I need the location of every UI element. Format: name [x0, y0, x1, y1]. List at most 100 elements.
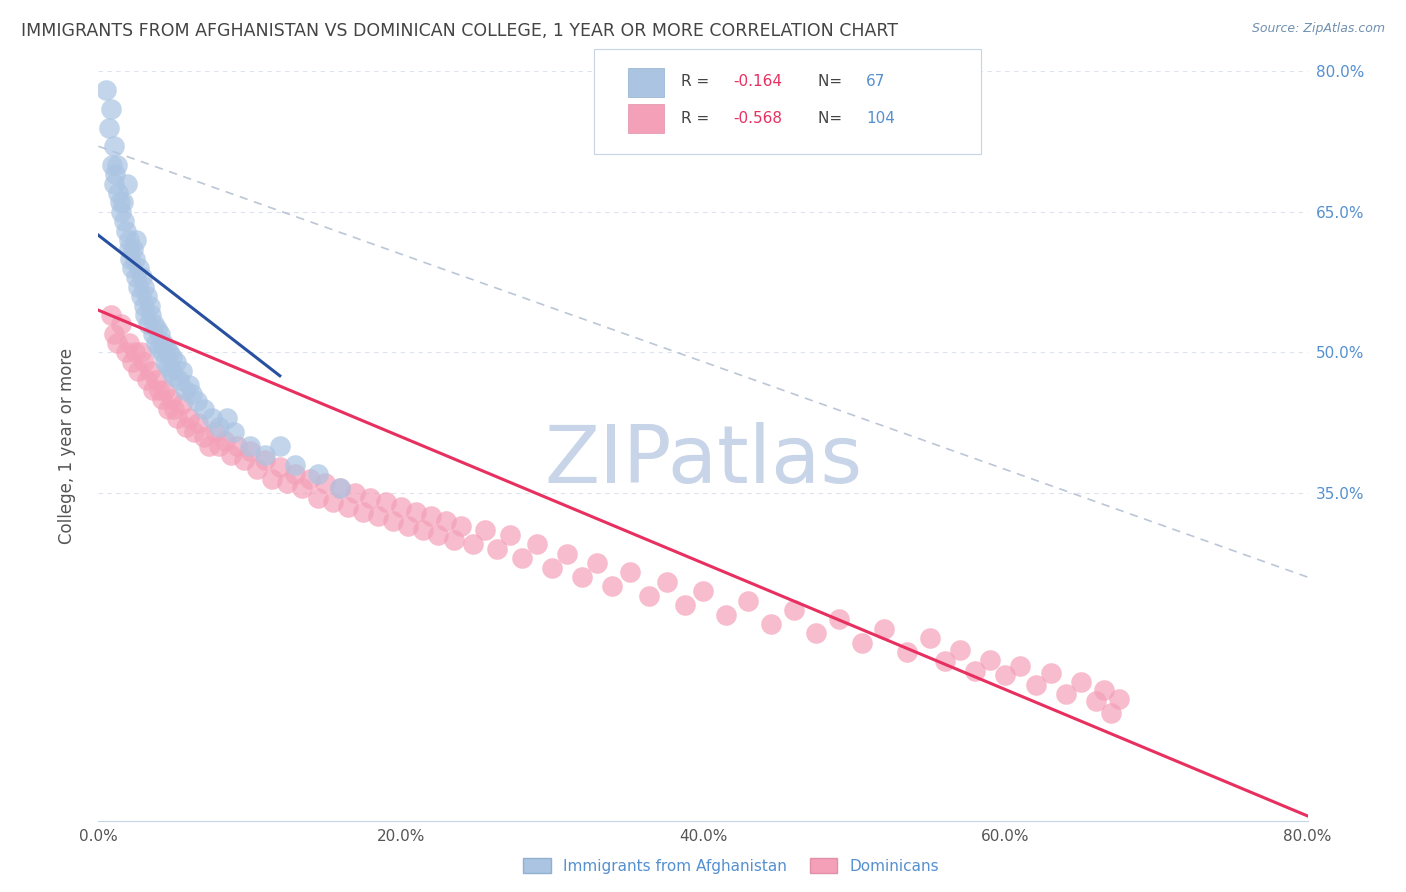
- Point: [450, 518, 472, 533]
- FancyBboxPatch shape: [595, 49, 981, 153]
- Point: [132, 280, 155, 294]
- Point: [129, 345, 152, 359]
- Point: [186, 394, 208, 409]
- Point: [526, 537, 548, 551]
- Point: [127, 364, 149, 378]
- Point: [486, 542, 509, 557]
- Point: [149, 326, 172, 341]
- Point: [103, 177, 125, 191]
- Point: [156, 401, 179, 416]
- Point: [965, 664, 987, 678]
- Point: [153, 355, 176, 369]
- Point: [896, 645, 918, 659]
- Point: [322, 495, 344, 509]
- Point: [284, 467, 307, 482]
- Point: [163, 368, 186, 383]
- Point: [360, 491, 382, 505]
- Point: [118, 233, 141, 247]
- Point: [420, 509, 443, 524]
- Point: [714, 607, 737, 622]
- Point: [619, 566, 641, 580]
- Point: [129, 289, 152, 303]
- Point: [540, 561, 562, 575]
- Point: [934, 655, 956, 669]
- Point: [94, 83, 117, 97]
- Point: [1010, 659, 1032, 673]
- Point: [232, 453, 254, 467]
- Point: [269, 439, 291, 453]
- Point: [128, 261, 150, 276]
- Point: [226, 439, 249, 453]
- Point: [163, 401, 186, 416]
- Point: [994, 668, 1017, 682]
- Point: [204, 425, 226, 439]
- Point: [179, 378, 201, 392]
- Point: [382, 514, 405, 528]
- Point: [174, 420, 197, 434]
- Point: [114, 345, 136, 359]
- Point: [1108, 692, 1130, 706]
- Point: [208, 439, 231, 453]
- Text: Source: ZipAtlas.com: Source: ZipAtlas.com: [1251, 22, 1385, 36]
- Point: [873, 622, 896, 636]
- Point: [655, 574, 678, 589]
- Point: [152, 336, 174, 351]
- Point: [143, 318, 166, 332]
- Point: [127, 280, 149, 294]
- Point: [121, 355, 143, 369]
- Bar: [628, 104, 664, 133]
- Point: [443, 533, 465, 547]
- Point: [291, 481, 314, 495]
- Point: [828, 612, 851, 626]
- Point: [155, 341, 177, 355]
- Point: [148, 383, 170, 397]
- Text: -0.568: -0.568: [734, 112, 782, 126]
- Point: [474, 524, 496, 538]
- Point: [121, 261, 143, 276]
- Text: N=: N=: [818, 112, 846, 126]
- Point: [187, 416, 209, 430]
- Point: [806, 626, 828, 640]
- Point: [139, 298, 162, 313]
- Point: [135, 289, 157, 303]
- Point: [498, 528, 520, 542]
- Point: [167, 374, 190, 388]
- Point: [193, 430, 215, 444]
- Point: [162, 350, 184, 364]
- Y-axis label: College, 1 year or more: College, 1 year or more: [58, 348, 76, 544]
- Point: [141, 308, 163, 322]
- Point: [146, 322, 169, 336]
- Point: [159, 345, 181, 359]
- Point: [145, 336, 167, 351]
- Point: [124, 345, 146, 359]
- Point: [396, 518, 419, 533]
- Point: [179, 411, 201, 425]
- Point: [1024, 678, 1046, 692]
- Point: [193, 401, 215, 416]
- Point: [405, 505, 427, 519]
- Point: [142, 326, 165, 341]
- Point: [170, 364, 193, 378]
- Point: [142, 383, 165, 397]
- Point: [412, 524, 434, 538]
- Text: IMMIGRANTS FROM AFGHANISTAN VS DOMINICAN COLLEGE, 1 YEAR OR MORE CORRELATION CHA: IMMIGRANTS FROM AFGHANISTAN VS DOMINICAN…: [21, 22, 898, 40]
- Point: [208, 420, 231, 434]
- Point: [336, 500, 359, 514]
- Point: [329, 481, 352, 495]
- Point: [103, 139, 125, 153]
- Point: [269, 459, 291, 474]
- Point: [314, 476, 336, 491]
- Point: [374, 495, 396, 509]
- Point: [276, 476, 298, 491]
- Point: [214, 434, 236, 449]
- Point: [759, 617, 782, 632]
- Point: [215, 411, 238, 425]
- Point: [118, 243, 141, 257]
- Point: [100, 102, 122, 116]
- Point: [737, 593, 759, 607]
- Point: [463, 537, 485, 551]
- Point: [132, 298, 155, 313]
- Point: [1039, 665, 1062, 680]
- Bar: [628, 69, 664, 97]
- Point: [221, 449, 243, 463]
